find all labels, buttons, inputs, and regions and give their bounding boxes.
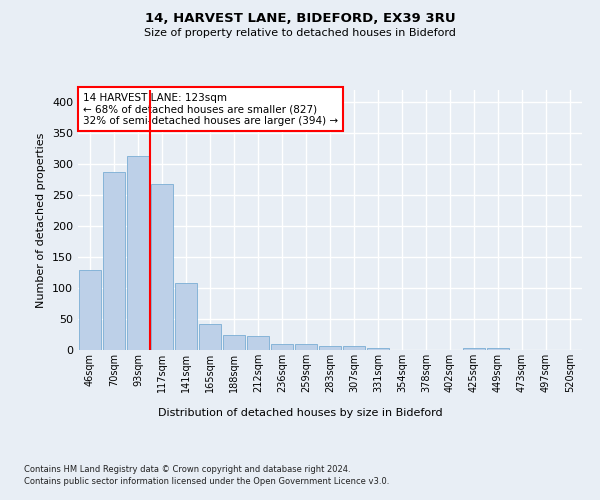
Bar	[79, 270, 101, 350]
Y-axis label: Number of detached properties: Number of detached properties	[37, 132, 46, 308]
Bar	[103, 172, 125, 350]
Bar	[151, 184, 173, 350]
Text: 14, HARVEST LANE, BIDEFORD, EX39 3RU: 14, HARVEST LANE, BIDEFORD, EX39 3RU	[145, 12, 455, 26]
Bar	[271, 344, 293, 350]
Bar	[319, 346, 341, 350]
Bar	[295, 344, 317, 350]
Bar	[247, 336, 269, 350]
Bar	[463, 348, 485, 350]
Bar	[487, 348, 509, 350]
Bar	[127, 156, 149, 350]
Text: Distribution of detached houses by size in Bideford: Distribution of detached houses by size …	[158, 408, 442, 418]
Bar	[199, 324, 221, 350]
Bar	[367, 348, 389, 350]
Bar	[223, 334, 245, 350]
Text: Size of property relative to detached houses in Bideford: Size of property relative to detached ho…	[144, 28, 456, 38]
Bar	[343, 346, 365, 350]
Text: 14 HARVEST LANE: 123sqm
← 68% of detached houses are smaller (827)
32% of semi-d: 14 HARVEST LANE: 123sqm ← 68% of detache…	[83, 92, 338, 126]
Text: Contains public sector information licensed under the Open Government Licence v3: Contains public sector information licen…	[24, 478, 389, 486]
Bar	[175, 283, 197, 350]
Text: Contains HM Land Registry data © Crown copyright and database right 2024.: Contains HM Land Registry data © Crown c…	[24, 465, 350, 474]
